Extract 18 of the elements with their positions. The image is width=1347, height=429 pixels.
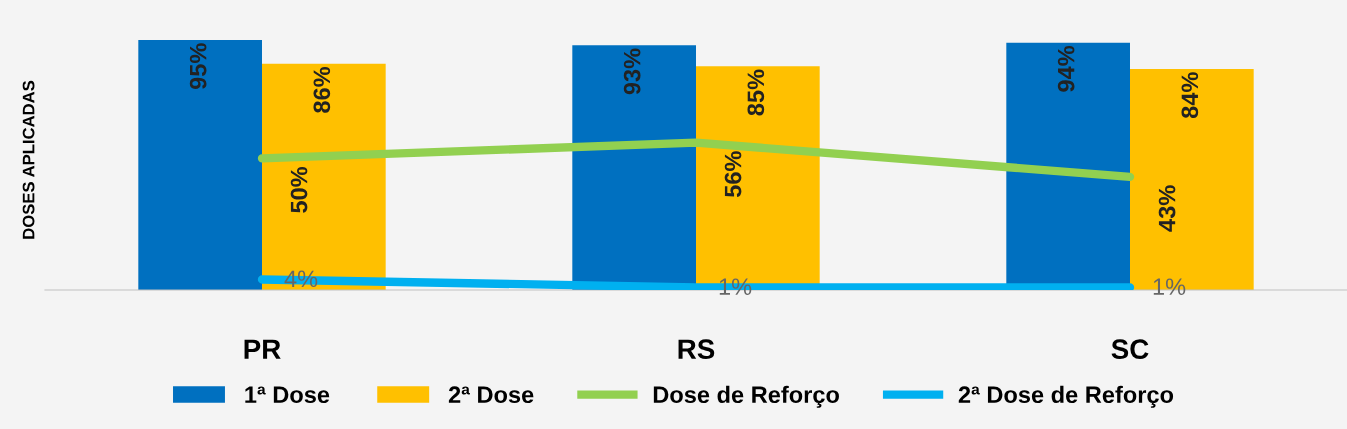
bar — [138, 40, 262, 290]
data-label: 43% — [1158, 185, 1176, 232]
data-label: 94% — [1057, 45, 1075, 92]
data-label: 86% — [313, 66, 331, 113]
legend-label: 2ª Dose de Reforço — [958, 385, 1174, 408]
legend-label: 1ª Dose — [245, 386, 330, 404]
data-label: 95% — [189, 43, 207, 90]
x-tick-label: SC — [1111, 339, 1149, 360]
y-axis-title: DOSES APLICADAS — [22, 80, 35, 239]
data-label: 56% — [724, 151, 742, 198]
data-label: 85% — [747, 69, 765, 116]
data-label: 84% — [1181, 72, 1199, 119]
x-tick-label: PR — [244, 339, 281, 359]
x-tick-label: RS — [678, 339, 715, 360]
data-label: 93% — [623, 48, 641, 95]
legend-label: Dose de Reforço — [653, 385, 839, 408]
legend-label: 2ª Dose — [448, 386, 534, 404]
data-label: 50% — [290, 166, 308, 213]
